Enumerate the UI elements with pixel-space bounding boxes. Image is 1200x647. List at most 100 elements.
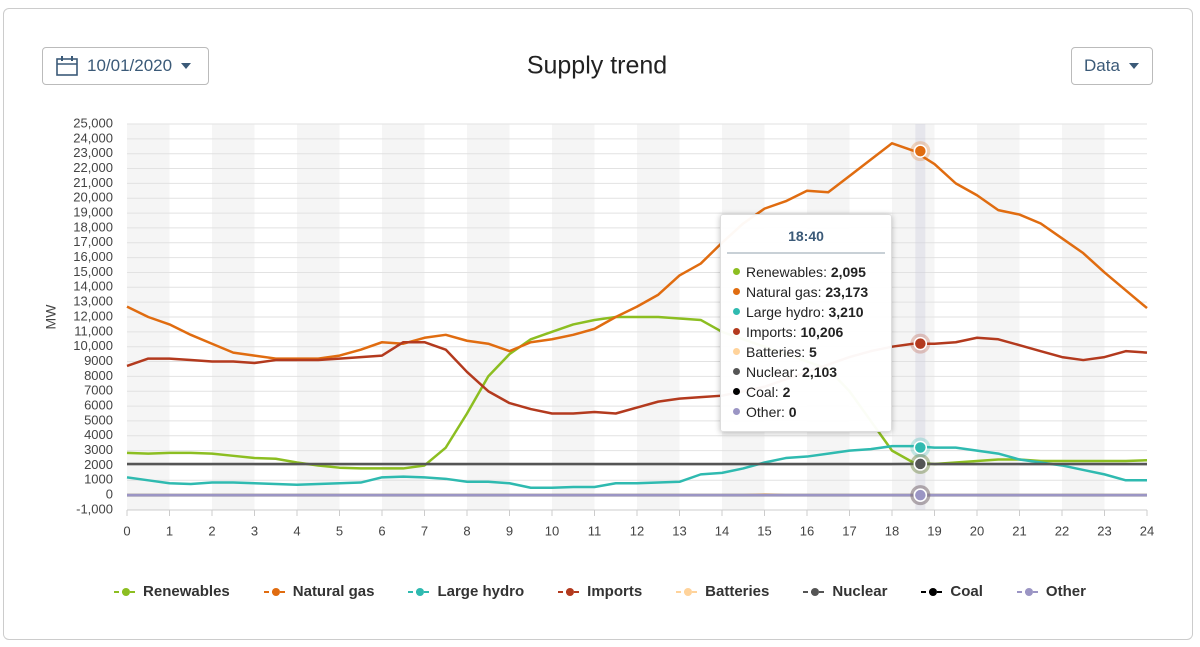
y-tick-label: 6000: [84, 398, 113, 413]
tooltip-dot: [733, 328, 740, 335]
x-tick-label: 15: [757, 523, 771, 538]
legend-item[interactable]: Renewables: [114, 583, 230, 600]
y-tick-label: 23,000: [73, 145, 113, 160]
legend-item[interactable]: Large hydro: [408, 583, 524, 600]
card: [3, 8, 1193, 640]
x-tick-label: 9: [506, 523, 513, 538]
hover-marker: [913, 457, 928, 471]
tooltip-name: Batteries: [746, 344, 809, 360]
legend-symbol: [263, 587, 288, 596]
data-button[interactable]: Data: [1071, 47, 1153, 85]
date-button[interactable]: 10/01/2020: [42, 47, 209, 85]
tooltip-row: Coal2: [721, 382, 891, 402]
tooltip-value: 5: [809, 343, 817, 360]
y-tick-label: 12,000: [73, 308, 113, 323]
tooltip-dot: [733, 368, 740, 375]
x-tick-label: 13: [672, 523, 686, 538]
tooltip-row: Large hydro3,210: [721, 302, 891, 322]
tooltip-name: Coal: [746, 384, 783, 400]
legend-dot: [122, 587, 131, 596]
tooltip-row: Natural gas23,173: [721, 282, 891, 302]
tooltip-name: Nuclear: [746, 364, 802, 380]
legend-item[interactable]: Imports: [558, 583, 642, 600]
tooltip-dot: [733, 288, 740, 295]
y-tick-label: 4000: [84, 427, 113, 442]
legend-dot: [271, 587, 280, 596]
y-tick-label: 5000: [84, 412, 113, 427]
legend-item[interactable]: Nuclear: [803, 583, 887, 600]
legend-label: Large hydro: [437, 583, 525, 600]
x-tick-label: 14: [715, 523, 729, 538]
y-tick-label: 0: [106, 487, 113, 502]
x-tick-label: 21: [1012, 523, 1026, 538]
date-text: 10/01/2020: [87, 56, 173, 75]
series-line: [126, 336, 1148, 415]
tooltip-row: Nuclear2,103: [721, 362, 891, 382]
tooltip-row: Renewables2,095: [721, 262, 891, 282]
x-tick-label: 20: [970, 523, 984, 538]
tooltip-dot: [733, 348, 740, 355]
tooltip-row: Batteries5: [721, 342, 891, 362]
x-tick-label: 23: [1097, 523, 1111, 538]
tooltip-dot: [733, 408, 740, 415]
y-tick-label: 25,000: [73, 115, 113, 130]
x-tick-label: 16: [800, 523, 814, 538]
y-tick-label: 18,000: [73, 219, 113, 234]
y-tick-label: 14,000: [73, 279, 113, 294]
x-tick-label: 24: [1140, 523, 1154, 538]
x-tick-label: 5: [336, 523, 343, 538]
hover-marker: [913, 336, 928, 351]
legend-symbol: [921, 587, 946, 596]
legend-item[interactable]: Natural gas: [263, 583, 374, 600]
y-axis-label: MW: [43, 304, 59, 330]
x-tick-label: 19: [927, 523, 941, 538]
y-tick-label: 19,000: [73, 205, 113, 220]
x-tick-label: 6: [378, 523, 385, 538]
x-tick-label: 10: [545, 523, 559, 538]
tooltip-name: Renewables: [746, 264, 831, 280]
legend-label: Coal: [950, 583, 983, 600]
legend-dot: [1024, 587, 1033, 596]
y-tick-label: 15,000: [73, 264, 113, 279]
hover-marker: [913, 488, 928, 502]
tooltip-value: 0: [788, 403, 797, 420]
legend-symbol: [558, 587, 583, 596]
legend-symbol: [408, 587, 433, 596]
series-line: [126, 444, 1147, 489]
series-line: [126, 142, 1148, 360]
legend-dot: [684, 587, 693, 596]
x-tick-label: 17: [842, 523, 856, 538]
legend-label: Imports: [587, 583, 643, 600]
legend-symbol: [1016, 587, 1041, 596]
tooltip-row: Other0: [721, 402, 891, 422]
series-line: [126, 315, 1148, 470]
legend-item[interactable]: Batteries: [676, 583, 769, 600]
y-tick-label: 13,000: [73, 294, 113, 309]
tooltip-dot: [733, 268, 740, 275]
y-tick-label: 8000: [84, 368, 113, 383]
x-tick-label: 0: [123, 523, 130, 538]
legend-symbol: [676, 587, 701, 596]
y-tick-label: 11,000: [74, 323, 113, 338]
y-tick-label: 10,000: [73, 338, 113, 353]
x-tick-label: 11: [588, 523, 602, 538]
legend-item[interactable]: Other: [1016, 583, 1086, 600]
x-tick-label: 8: [463, 523, 470, 538]
x-tick-label: 7: [421, 523, 428, 538]
y-tick-label: 20,000: [73, 190, 113, 205]
legend-item[interactable]: Coal: [921, 583, 983, 600]
y-tick-label: 3000: [84, 442, 113, 457]
y-tick-label: 21,000: [73, 175, 113, 190]
tooltip-dot: [733, 388, 740, 395]
x-tick-label: 1: [166, 523, 173, 538]
legend-label: Renewables: [143, 583, 230, 600]
y-tick-label: 22,000: [73, 160, 113, 175]
legend-dot: [566, 587, 575, 596]
legend-label: Other: [1045, 583, 1086, 600]
tooltip-value: 2,103: [802, 363, 838, 380]
tooltip-value: 3,210: [828, 303, 864, 320]
tooltip-name: Other: [746, 404, 789, 420]
